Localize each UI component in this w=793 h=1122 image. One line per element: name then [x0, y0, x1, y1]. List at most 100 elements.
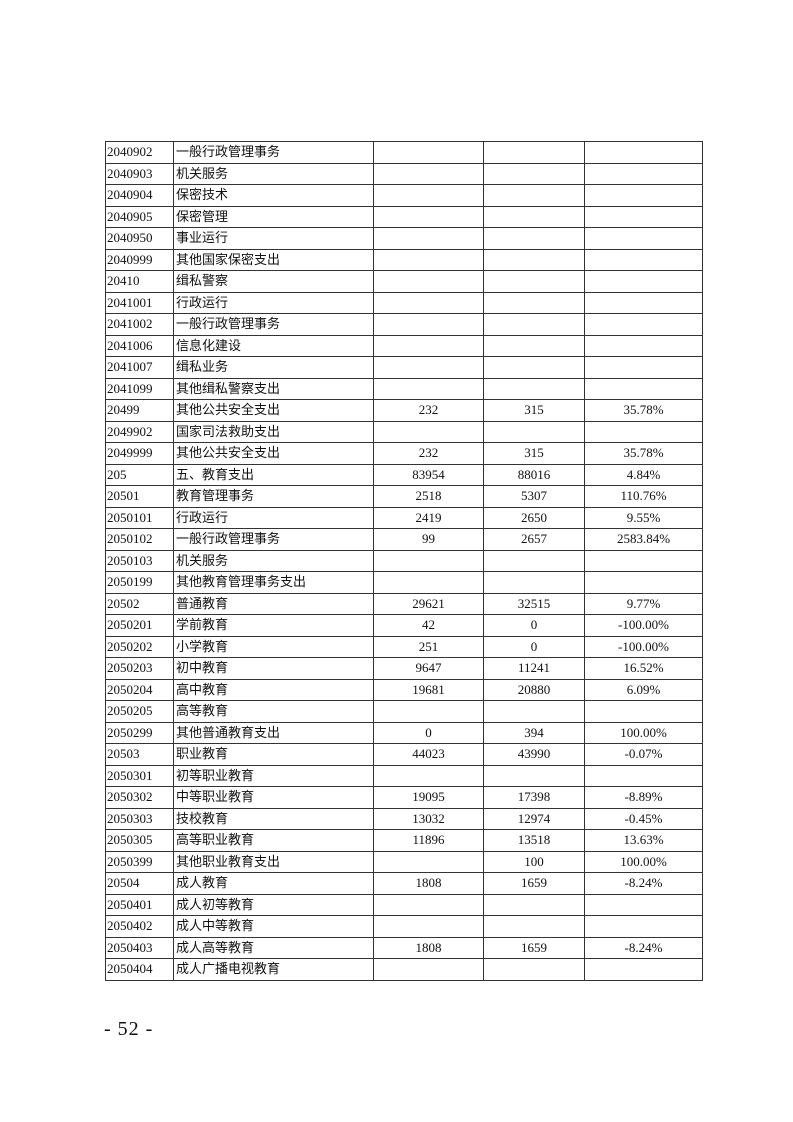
prev-amount-cell [373, 356, 484, 379]
table-row: 2049902 国家司法救助支出 [105, 420, 703, 443]
change-rate-cell [584, 764, 703, 787]
table-row: 2050401 成人初等教育 [105, 893, 703, 916]
code-cell: 2050403 [105, 936, 174, 959]
change-rate-cell: -8.89% [584, 786, 703, 809]
prev-amount-cell [373, 248, 484, 271]
table-row: 2040904 保密技术 [105, 184, 703, 207]
change-rate-cell: -0.07% [584, 743, 703, 766]
change-rate-cell: -100.00% [584, 635, 703, 658]
code-cell: 2040902 [105, 141, 174, 164]
name-cell: 成人初等教育 [173, 893, 374, 916]
current-amount-cell: 394 [483, 721, 585, 744]
prev-amount-cell [373, 549, 484, 572]
table-row: 20499 其他公共安全支出 232 315 35.78% [105, 399, 703, 422]
change-rate-cell: 2583.84% [584, 528, 703, 551]
table-row: 2050205 高等教育 [105, 700, 703, 723]
change-rate-cell: 9.77% [584, 592, 703, 615]
table-row: 2050204 高中教育 19681 20880 6.09% [105, 678, 703, 701]
table-row: 2040902 一般行政管理事务 [105, 141, 703, 164]
name-cell: 机关服务 [173, 549, 374, 572]
table-row: 2050404 成人广播电视教育 [105, 958, 703, 981]
prev-amount-cell [373, 184, 484, 207]
prev-amount-cell [373, 958, 484, 981]
name-cell: 成人教育 [173, 872, 374, 895]
change-rate-cell [584, 571, 703, 594]
change-rate-cell: -0.45% [584, 807, 703, 830]
change-rate-cell: 35.78% [584, 399, 703, 422]
name-cell: 其他公共安全支出 [173, 399, 374, 422]
name-cell: 高中教育 [173, 678, 374, 701]
code-cell: 2041001 [105, 291, 174, 314]
prev-amount-cell: 99 [373, 528, 484, 551]
prev-amount-cell: 9647 [373, 657, 484, 680]
code-cell: 2041006 [105, 334, 174, 357]
code-cell: 2050303 [105, 807, 174, 830]
prev-amount-cell [373, 141, 484, 164]
current-amount-cell [483, 420, 585, 443]
change-rate-cell [584, 549, 703, 572]
code-cell: 2050301 [105, 764, 174, 787]
name-cell: 缉私警察 [173, 270, 374, 293]
name-cell: 职业教育 [173, 743, 374, 766]
current-amount-cell: 315 [483, 442, 585, 465]
change-rate-cell [584, 141, 703, 164]
current-amount-cell: 13518 [483, 829, 585, 852]
prev-amount-cell [373, 334, 484, 357]
table-row: 2050303 技校教育 13032 12974 -0.45% [105, 807, 703, 830]
code-cell: 2041007 [105, 356, 174, 379]
table-row: 20410 缉私警察 [105, 270, 703, 293]
name-cell: 缉私业务 [173, 356, 374, 379]
current-amount-cell [483, 270, 585, 293]
table-row: 2050402 成人中等教育 [105, 915, 703, 938]
prev-amount-cell: 83954 [373, 463, 484, 486]
table-row: 205 五、教育支出 83954 88016 4.84% [105, 463, 703, 486]
name-cell: 国家司法救助支出 [173, 420, 374, 443]
name-cell: 行政运行 [173, 506, 374, 529]
change-rate-cell [584, 915, 703, 938]
current-amount-cell: 0 [483, 635, 585, 658]
budget-table: 2040902 一般行政管理事务 2040903 机关服务 2040904 保密技术 204… [105, 141, 703, 981]
prev-amount-cell [373, 227, 484, 250]
prev-amount-cell [373, 420, 484, 443]
table-row: 2040950 事业运行 [105, 227, 703, 250]
code-cell: 2050305 [105, 829, 174, 852]
code-cell: 2041099 [105, 377, 174, 400]
current-amount-cell: 17398 [483, 786, 585, 809]
current-amount-cell [483, 184, 585, 207]
table-row: 2040999 其他国家保密支出 [105, 248, 703, 271]
code-cell: 2050201 [105, 614, 174, 637]
change-rate-cell [584, 700, 703, 723]
table-row: 2050302 中等职业教育 19095 17398 -8.89% [105, 786, 703, 809]
name-cell: 保密技术 [173, 184, 374, 207]
current-amount-cell [483, 291, 585, 314]
current-amount-cell: 315 [483, 399, 585, 422]
code-cell: 2050302 [105, 786, 174, 809]
prev-amount-cell: 232 [373, 442, 484, 465]
table-row: 2050305 高等职业教育 11896 13518 13.63% [105, 829, 703, 852]
name-cell: 初等职业教育 [173, 764, 374, 787]
code-cell: 2040904 [105, 184, 174, 207]
name-cell: 一般行政管理事务 [173, 141, 374, 164]
current-amount-cell [483, 764, 585, 787]
table-row: 2050201 学前教育 42 0 -100.00% [105, 614, 703, 637]
prev-amount-cell: 13032 [373, 807, 484, 830]
change-rate-cell: -8.24% [584, 872, 703, 895]
code-cell: 2049902 [105, 420, 174, 443]
change-rate-cell: -8.24% [584, 936, 703, 959]
prev-amount-cell: 19681 [373, 678, 484, 701]
name-cell: 教育管理事务 [173, 485, 374, 508]
name-cell: 其他普通教育支出 [173, 721, 374, 744]
change-rate-cell [584, 313, 703, 336]
prev-amount-cell: 0 [373, 721, 484, 744]
table-row: 2050203 初中教育 9647 11241 16.52% [105, 657, 703, 680]
current-amount-cell [483, 700, 585, 723]
table-row: 20503 职业教育 44023 43990 -0.07% [105, 743, 703, 766]
prev-amount-cell: 1808 [373, 936, 484, 959]
code-cell: 2040905 [105, 205, 174, 228]
table-row: 2050202 小学教育 251 0 -100.00% [105, 635, 703, 658]
table-row: 2050103 机关服务 [105, 549, 703, 572]
prev-amount-cell: 42 [373, 614, 484, 637]
code-cell: 2050402 [105, 915, 174, 938]
name-cell: 成人广播电视教育 [173, 958, 374, 981]
name-cell: 信息化建设 [173, 334, 374, 357]
